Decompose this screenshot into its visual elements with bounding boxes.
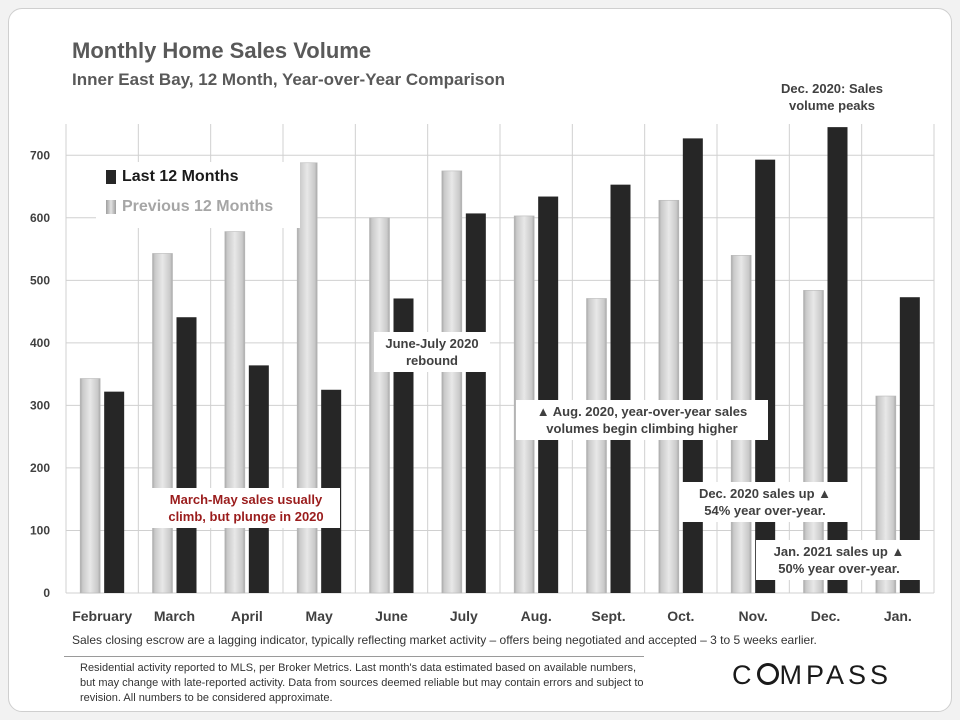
bar-last-jan: [899, 297, 920, 593]
annotation-jan-up: Jan. 2021 sales up ▲ 50% year over-year.: [756, 540, 922, 580]
x-tick-label: March: [154, 608, 195, 624]
legend-swatch-dark: [106, 170, 116, 184]
annotation-march-may-plunge: March-May sales usually climb, but plung…: [152, 488, 340, 528]
x-tick-label: April: [231, 608, 263, 624]
bar-last-march: [176, 317, 197, 593]
y-tick-label: 400: [30, 336, 50, 350]
disclaimer: Residential activity reported to MLS, pe…: [80, 662, 644, 704]
bar-previous-march: [152, 253, 173, 594]
legend-item-last-12-months: Last 12 Months: [106, 168, 238, 186]
y-tick-label: 200: [30, 461, 50, 475]
footnote-lagging-indicator: Sales closing escrow are a lagging indic…: [72, 633, 817, 647]
y-tick-label: 100: [30, 523, 50, 537]
bar-last-nov: [755, 159, 776, 594]
y-tick-label: 0: [43, 586, 50, 600]
x-tick-label: Dec.: [811, 608, 841, 624]
bar-previous-may: [296, 162, 318, 594]
legend-label-last: Last 12 Months: [122, 168, 239, 185]
legend-item-previous-12-months: Previous 12 Months: [106, 198, 273, 216]
x-tick-label: Oct.: [667, 608, 694, 624]
annotation-aug-climb: ▲ Aug. 2020, year-over-year sales volume…: [516, 400, 768, 440]
bar-previous-july: [441, 170, 463, 594]
x-tick-labels: February March April May June July Aug. Sept. Oc…: [72, 608, 912, 624]
x-tick-label: Sept.: [591, 608, 625, 624]
legend-label-previous: Previous 12 Months: [122, 198, 274, 215]
compass-logo: C MPASS: [732, 660, 892, 691]
bar-previous-june: [369, 217, 390, 594]
annotation-dec-up: Dec. 2020 sales up ▲ 54% year over-year.: [682, 482, 848, 522]
x-tick-label: June: [375, 608, 408, 624]
bar-last-july: [465, 213, 486, 593]
bar-previous-april: [224, 231, 246, 594]
legend-swatch-light: [106, 200, 116, 214]
annotation-june-july-rebound: June-July 2020 rebound: [374, 332, 490, 372]
logo-letter-c: C: [732, 660, 756, 690]
legend: Last 12 Months Previous 12 Months: [96, 162, 300, 228]
bar-last-aug: [538, 196, 559, 593]
y-tick-label: 500: [30, 273, 50, 287]
bar-previous-sept: [586, 298, 607, 594]
logo-letters-mpass: MPASS: [779, 660, 893, 690]
bar-last-sept: [610, 184, 631, 593]
bar-last-june: [393, 298, 414, 593]
bar-previous-february: [79, 378, 101, 594]
chart-title: Monthly Home Sales Volume: [72, 38, 372, 63]
y-tick-label: 300: [30, 398, 50, 412]
chart-subtitle: Inner East Bay, 12 Month, Year-over-Year…: [72, 70, 506, 89]
x-tick-label: Jan.: [884, 608, 912, 624]
x-tick-label: Nov.: [739, 608, 768, 624]
bar-last-oct: [682, 138, 703, 593]
annotation-dec-peak: Dec. 2020: Sales volume peaks: [766, 78, 898, 116]
bar-last-dec: [827, 127, 848, 594]
bar-last-february: [104, 391, 125, 593]
bar-previous-oct: [658, 199, 680, 594]
x-tick-label: July: [450, 608, 478, 624]
gridlines: [65, 124, 935, 594]
bar-last-april: [248, 365, 269, 593]
x-tick-label: Aug.: [521, 608, 552, 624]
x-tick-label: May: [306, 608, 333, 624]
y-tick-labels: 0 100 200 300 400 500 600 700: [30, 148, 50, 600]
y-tick-label: 700: [30, 148, 50, 162]
x-tick-label: February: [72, 608, 132, 624]
y-tick-label: 600: [30, 211, 50, 225]
logo-circle-o: [756, 663, 779, 685]
divider: [64, 656, 644, 657]
